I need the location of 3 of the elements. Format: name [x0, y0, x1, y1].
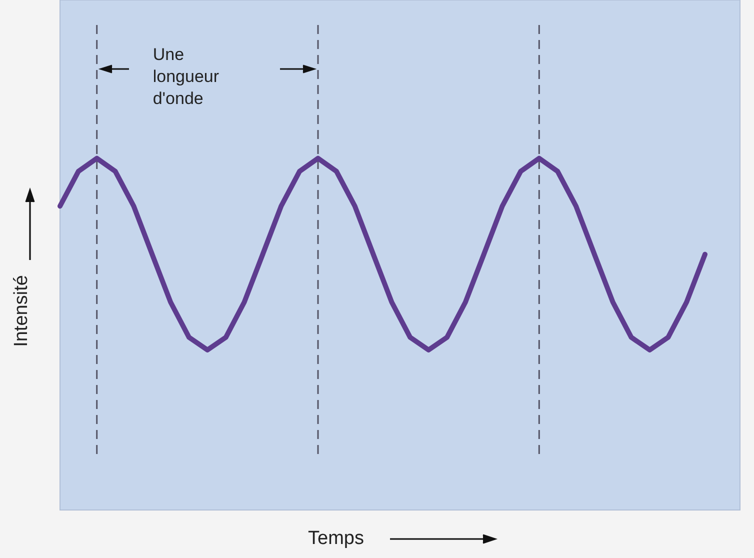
x-axis-title: Temps [308, 528, 364, 550]
text: Une longueur d'onde [152, 44, 220, 110]
y-axis-title: Intensité [10, 275, 33, 347]
